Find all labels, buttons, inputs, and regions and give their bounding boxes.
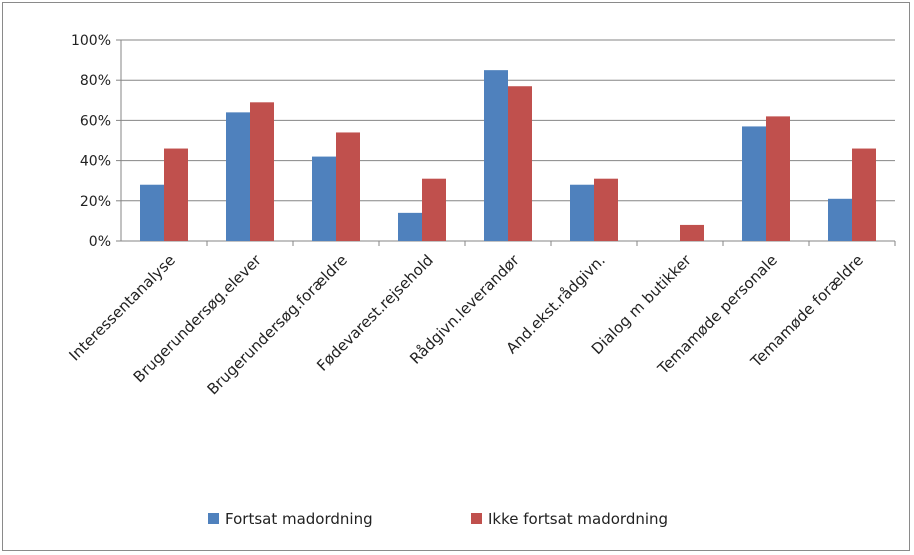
bar-fortsat <box>226 112 250 241</box>
bar-ikke-fortsat <box>164 148 188 241</box>
bar-ikke-fortsat <box>594 178 618 241</box>
bar-ikke-fortsat <box>336 132 360 241</box>
bar-ikke-fortsat <box>508 86 532 241</box>
bar-ikke-fortsat <box>766 116 790 241</box>
bar-fortsat <box>570 184 594 241</box>
bar-ikke-fortsat <box>250 102 274 241</box>
y-tick-label: 100% <box>71 33 111 49</box>
bar-ikke-fortsat <box>680 224 704 241</box>
legend: Fortsat madordning Ikke fortsat madordnin… <box>208 510 668 528</box>
legend-swatch <box>471 513 482 524</box>
y-tick-label: 80% <box>80 73 111 89</box>
y-tick-label: 40% <box>80 154 111 170</box>
bar-fortsat <box>742 126 766 241</box>
bar-fortsat <box>398 212 422 241</box>
bar-ikke-fortsat <box>852 148 876 241</box>
y-tick-label: 60% <box>80 113 111 129</box>
y-tick-label: 20% <box>80 194 111 210</box>
legend-label: Ikke fortsat madordning <box>488 510 668 528</box>
y-tick-label: 0% <box>89 234 111 250</box>
legend-label: Fortsat madordning <box>225 510 373 528</box>
bars <box>140 70 876 242</box>
bar-fortsat <box>484 70 508 242</box>
bar-fortsat <box>312 156 336 241</box>
bar-fortsat <box>140 184 164 241</box>
bar-ikke-fortsat <box>422 178 446 241</box>
bar-fortsat <box>828 198 852 241</box>
bar-chart: 0%20%40%60%80%100%InteressentanalyseBrug… <box>65 33 896 528</box>
legend-swatch <box>208 513 219 524</box>
category-label: Brugerundersøg.forældre <box>204 251 351 398</box>
